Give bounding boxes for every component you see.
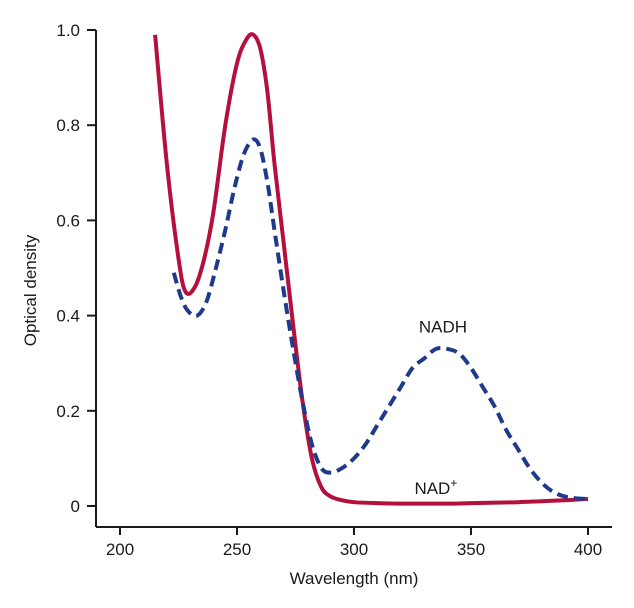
x-tick-label: 250	[223, 540, 251, 559]
nadh-label: NADH	[419, 317, 467, 336]
y-tick-label: 0.6	[56, 211, 80, 230]
y-tick-label: 0	[71, 497, 80, 516]
y-ticks: 0 0.2 0.4 0.6 0.8 1.0	[56, 21, 96, 516]
nadh-series-line	[171, 137, 589, 501]
x-axis-title: Wavelength (nm)	[290, 569, 419, 588]
y-tick-label: 0.2	[56, 402, 80, 421]
series-layer	[153, 32, 589, 506]
y-tick-label: 0.4	[56, 307, 80, 326]
y-tick-label: 0.8	[56, 116, 80, 135]
nad-plus-label: NAD+	[414, 476, 457, 498]
x-ticks: 200 250 300 350 400	[106, 527, 602, 559]
annotations: NADH NAD+	[414, 317, 467, 498]
x-tick-label: 300	[340, 540, 368, 559]
x-tick-label: 200	[106, 540, 134, 559]
y-axis-title: Optical density	[21, 234, 40, 346]
x-tick-label: 400	[574, 540, 602, 559]
y-tick-label: 1.0	[56, 21, 80, 40]
nad-plus-series-line	[153, 32, 589, 506]
x-tick-label: 350	[457, 540, 485, 559]
